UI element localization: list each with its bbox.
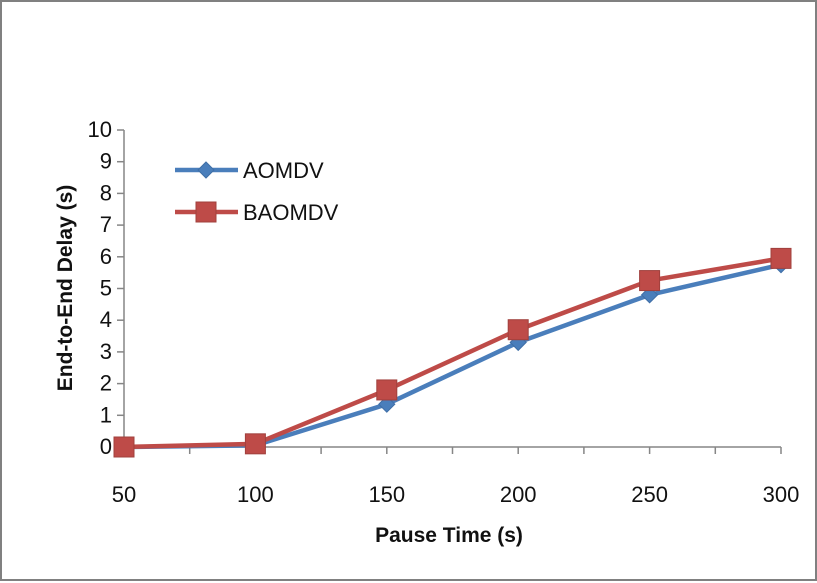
data-point-square [770, 247, 792, 269]
legend-item-aomdv: AOMDV [175, 158, 324, 183]
data-point-square [639, 270, 661, 292]
x-tick-label: 200 [500, 482, 537, 507]
y-tick-label: 10 [88, 117, 112, 142]
series-layer [113, 247, 792, 458]
legend-label: AOMDV [243, 158, 324, 183]
y-tick-label: 3 [100, 339, 112, 364]
y-tick-label: 7 [100, 212, 112, 237]
series-line [121, 262, 784, 450]
y-axis-title: End-to-End Delay (s) [54, 185, 77, 392]
chart-axes: 0 1 2 3 4 5 6 7 8 9 10 50 100 150 200 250 300 [88, 117, 800, 507]
x-tick-label: 250 [631, 482, 668, 507]
y-tick-label: 6 [100, 244, 112, 269]
data-point-square [376, 379, 398, 401]
legend-marker-diamond [197, 161, 215, 179]
y-tick-label: 8 [100, 180, 112, 205]
y-tick-label: 1 [100, 402, 112, 427]
legend-marker-square [195, 201, 217, 223]
series-baomdv [113, 247, 792, 458]
x-tick-label: 50 [112, 482, 136, 507]
series-aomdv [115, 256, 790, 456]
y-tick-label: 4 [100, 307, 112, 332]
legend-label: BAOMDV [243, 200, 339, 225]
y-tick-label: 5 [100, 276, 112, 301]
x-tick-label: 100 [237, 482, 274, 507]
legend: AOMDV BAOMDV [175, 158, 339, 225]
series-line [121, 256, 784, 450]
data-point-square [507, 319, 529, 341]
x-axis-title: Pause Time (s) [375, 524, 523, 547]
x-tick-label: 150 [368, 482, 405, 507]
data-point-square [244, 433, 266, 455]
y-tick-label: 9 [100, 149, 112, 174]
data-point-square [113, 436, 135, 458]
x-tick-label: 300 [763, 482, 800, 507]
legend-item-baomdv: BAOMDV [175, 200, 339, 225]
y-tick-label: 0 [100, 434, 112, 459]
y-tick-label: 2 [100, 371, 112, 396]
